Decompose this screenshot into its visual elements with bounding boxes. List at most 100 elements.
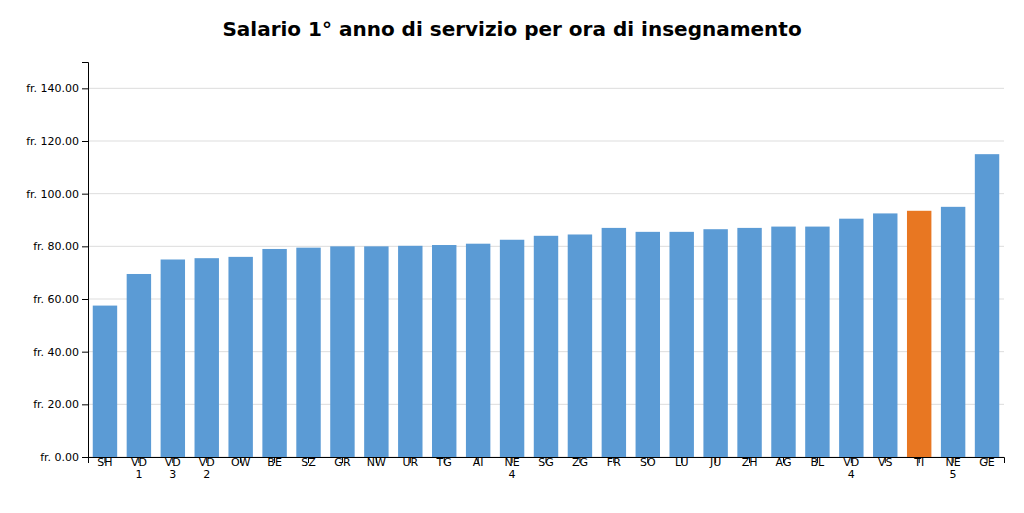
y-axis-line — [82, 63, 89, 458]
x-tick-label-line: ZH — [742, 456, 758, 469]
x-tick: BE — [267, 456, 282, 469]
x-tick-label: ZG — [572, 456, 588, 469]
x-tick: GE — [979, 456, 995, 469]
x-tick-label-line: AG — [776, 456, 792, 469]
bar — [703, 229, 727, 457]
bar — [907, 211, 931, 457]
x-tick-label-line: UR — [402, 456, 418, 469]
x-tick: JU — [709, 456, 721, 469]
x-tick: VD3 — [165, 456, 181, 481]
bar — [669, 232, 693, 457]
grid — [88, 88, 1004, 457]
x-tick-label-line: BL — [811, 456, 826, 469]
y-tick-label: fr. 140.00 — [26, 82, 79, 95]
bar — [602, 228, 626, 457]
x-tick-label: ZH — [742, 456, 758, 469]
x-tick-label: NE4 — [504, 456, 519, 481]
y-tick-label: fr. 100.00 — [26, 188, 79, 201]
y-tick-mark — [82, 404, 88, 405]
y-tick: fr. 40.00 — [33, 346, 88, 359]
x-tick-label: BE — [267, 456, 282, 469]
x-tick: NE5 — [946, 456, 961, 481]
y-tick-mark — [82, 141, 88, 142]
bar — [500, 240, 524, 457]
bar — [262, 249, 286, 457]
x-tick-label-line: SZ — [301, 456, 316, 469]
x-tick: NW — [367, 456, 386, 469]
bar — [432, 245, 456, 457]
x-tick-label-line: 3 — [169, 468, 176, 481]
y-tick-mark — [82, 352, 88, 353]
y-tick: fr. 140.00 — [26, 82, 88, 95]
bar — [296, 248, 320, 457]
x-tick-label: AG — [776, 456, 792, 469]
x-tick-label: GE — [979, 456, 995, 469]
bar — [737, 228, 761, 457]
bar — [975, 154, 999, 457]
y-tick-label: fr. 20.00 — [33, 398, 79, 411]
x-tick-label-line: VD — [131, 456, 147, 469]
x-tick-label: NE5 — [946, 456, 961, 481]
y-tick: fr. 20.00 — [33, 398, 88, 411]
bar — [93, 306, 117, 457]
grid-line — [88, 88, 1004, 89]
y-tick: fr. 100.00 — [26, 188, 88, 201]
x-tick-label: VS — [878, 456, 893, 469]
x-tick: TG — [436, 456, 452, 469]
x-tick-label: OW — [231, 456, 251, 469]
x-tick-label: SZ — [301, 456, 316, 469]
y-tick-label: fr. 40.00 — [33, 346, 79, 359]
bar — [771, 227, 795, 457]
x-tick-label: VD3 — [165, 456, 181, 481]
bar — [805, 227, 829, 457]
x-tick-label-line: ZG — [572, 456, 588, 469]
bar — [534, 236, 558, 457]
x-tick: SO — [640, 456, 656, 469]
x-tick-label: VD1 — [131, 456, 147, 481]
x-tick: AI — [473, 456, 484, 469]
y-tick-mark — [82, 246, 88, 247]
title: Salario 1° anno di servizio per ora di i… — [222, 17, 801, 41]
x-tick-label-line: VD — [165, 456, 181, 469]
x-tick-label: SO — [640, 456, 656, 469]
bar — [636, 232, 660, 457]
bar — [873, 213, 897, 457]
bar — [839, 219, 863, 457]
x-tick-label-line: SG — [538, 456, 554, 469]
x-tick-label: VD2 — [199, 456, 215, 481]
x-tick-label-line: 5 — [950, 468, 957, 481]
y-tick-label: fr. 120.00 — [26, 135, 79, 148]
x-tick: LU — [675, 456, 689, 469]
x-tick-label: BL — [811, 456, 826, 469]
x-tick: BL — [811, 456, 826, 469]
x-tick-label-line: FR — [607, 456, 621, 469]
y-tick: fr. 0.00 — [40, 451, 88, 464]
x-tick-label: FR — [607, 456, 621, 469]
x-tick: VD2 — [199, 456, 215, 481]
x-tick: VD1 — [131, 456, 147, 481]
x-tick: UR — [402, 456, 418, 469]
x-tick-label: AI — [473, 456, 484, 469]
x-tick-label-line: 1 — [135, 468, 142, 481]
y-tick-mark — [82, 88, 88, 89]
bars — [93, 154, 1000, 457]
x-tick-label: JU — [709, 456, 721, 469]
x-tick-label-line: TG — [436, 456, 452, 469]
x-tick: SH — [97, 456, 112, 469]
x-tick-label-line: NW — [367, 456, 386, 469]
x-tick-label-line: VS — [878, 456, 893, 469]
x-tick-label-line: 2 — [203, 468, 210, 481]
bar — [941, 207, 965, 457]
x-tick: GR — [334, 456, 351, 469]
x-tick-label-line: AI — [473, 456, 484, 469]
x-tick-label-line: NE — [504, 456, 519, 469]
x-tick-label-line: SH — [97, 456, 112, 469]
x-tick-label-line: GR — [334, 456, 351, 469]
grid-line — [88, 193, 1004, 194]
bar — [330, 246, 354, 457]
bar — [466, 244, 490, 457]
x-tick-label: NW — [367, 456, 386, 469]
x-tick: NE4 — [504, 456, 519, 481]
y-tick: fr. 60.00 — [33, 293, 88, 306]
x-tick: VS — [878, 456, 893, 469]
